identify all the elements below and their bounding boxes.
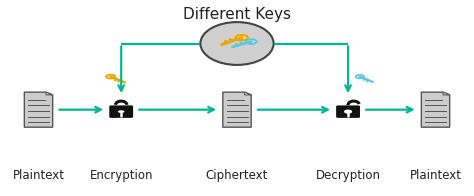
Circle shape xyxy=(239,37,244,39)
Circle shape xyxy=(249,41,253,43)
Circle shape xyxy=(109,76,113,77)
Circle shape xyxy=(345,110,351,113)
FancyBboxPatch shape xyxy=(337,106,359,117)
Circle shape xyxy=(236,35,248,40)
Text: Plaintext: Plaintext xyxy=(410,169,462,182)
Ellipse shape xyxy=(201,22,273,65)
Circle shape xyxy=(246,39,256,44)
Polygon shape xyxy=(223,92,251,127)
Polygon shape xyxy=(245,92,251,95)
Polygon shape xyxy=(46,92,53,95)
Circle shape xyxy=(106,75,116,78)
Text: Decryption: Decryption xyxy=(316,169,381,182)
Text: Different Keys: Different Keys xyxy=(183,6,291,22)
Circle shape xyxy=(118,110,125,113)
FancyBboxPatch shape xyxy=(110,106,133,117)
Text: Ciphertext: Ciphertext xyxy=(206,169,268,182)
Polygon shape xyxy=(421,92,450,127)
Polygon shape xyxy=(24,92,53,127)
Circle shape xyxy=(356,75,364,78)
Circle shape xyxy=(358,76,362,77)
Text: Encryption: Encryption xyxy=(90,169,153,182)
Polygon shape xyxy=(443,92,450,95)
Text: Plaintext: Plaintext xyxy=(12,169,64,182)
